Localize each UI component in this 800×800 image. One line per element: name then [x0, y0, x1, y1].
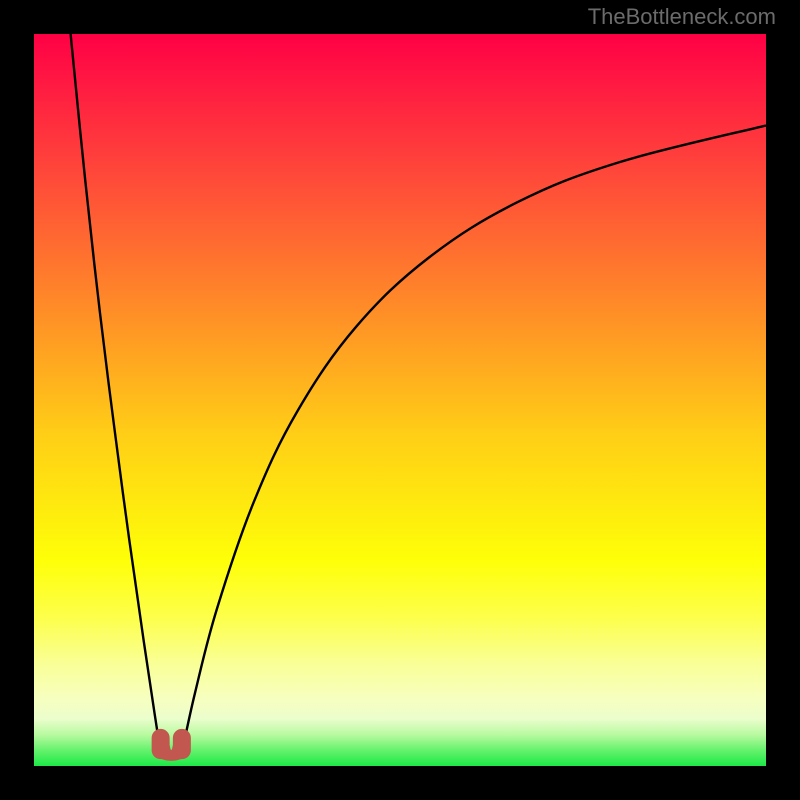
chart-container: TheBottleneck.com	[0, 0, 800, 800]
watermark-text: TheBottleneck.com	[588, 4, 776, 30]
gradient-background	[34, 34, 766, 766]
bottleneck-chart	[0, 0, 800, 800]
